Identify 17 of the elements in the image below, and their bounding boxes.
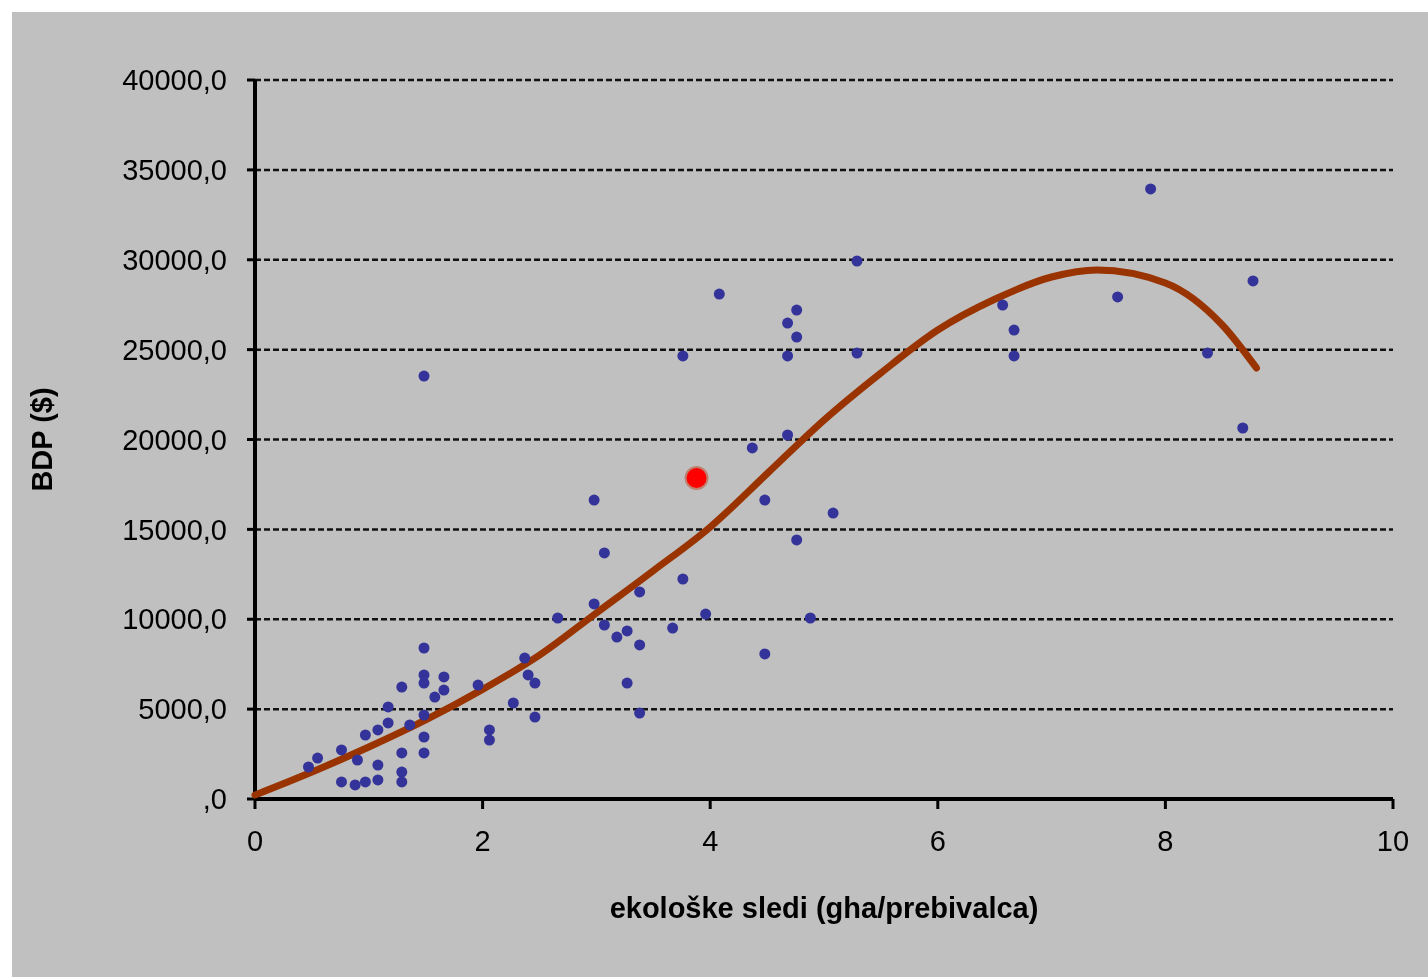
x-tick-label: 0 bbox=[246, 825, 264, 857]
y-tick-label: 35000,0 bbox=[122, 154, 227, 187]
y-tick-label: 10000,0 bbox=[122, 603, 227, 636]
x-tick-label: 6 bbox=[929, 825, 946, 857]
x-tick-label: 8 bbox=[1157, 825, 1174, 857]
y-tick-label: ,0 bbox=[202, 783, 227, 816]
y-tick-label: 30000,0 bbox=[122, 243, 227, 276]
x-axis-title: ekološke sledi (gha/prebivalca) bbox=[609, 892, 1039, 924]
y-tick-label: 5000,0 bbox=[138, 693, 227, 726]
x-tick-label: 2 bbox=[474, 825, 491, 857]
y-tick-label: 15000,0 bbox=[122, 513, 227, 546]
x-tick-label: 10 bbox=[1376, 825, 1410, 857]
y-tick-label: 40000,0 bbox=[122, 64, 227, 97]
y-tick-label: 20000,0 bbox=[122, 423, 227, 456]
y-axis-title: BDP ($) bbox=[26, 387, 58, 492]
x-tick-label: 4 bbox=[702, 825, 719, 857]
y-tick-label: 25000,0 bbox=[122, 333, 227, 366]
